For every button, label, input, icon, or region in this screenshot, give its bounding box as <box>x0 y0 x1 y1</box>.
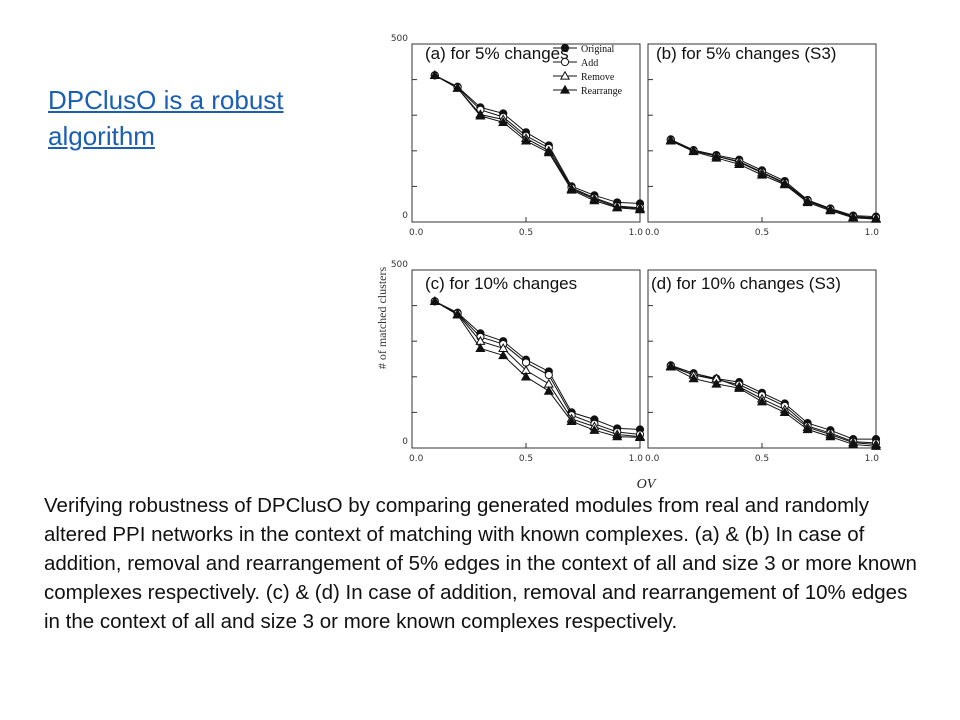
data-point-rearrange <box>566 416 577 425</box>
series-line-original <box>670 364 876 440</box>
x-tick-label: 0.0 <box>409 454 424 464</box>
series-line-add <box>670 365 877 444</box>
figure-caption: Verifying robustness of DPClusO by compa… <box>44 494 917 633</box>
legend-label: Original <box>581 44 615 55</box>
x-tick-label: 0.5 <box>755 454 769 464</box>
series-line-original <box>434 74 641 204</box>
series-line-add <box>434 300 641 435</box>
slide-title-link[interactable]: DPClusO is a robust algorithm <box>48 85 284 151</box>
legend-marker <box>559 70 571 80</box>
data-point-rearrange <box>665 361 676 371</box>
legend-marker <box>560 43 570 53</box>
y-axis-label: # of matched clusters <box>375 267 389 370</box>
data-point-rearrange <box>498 117 509 126</box>
x-tick-label: 0.0 <box>645 228 660 238</box>
data-point-rearrange <box>825 431 836 441</box>
data-point-rearrange <box>429 296 440 305</box>
data-point-rearrange <box>566 184 577 194</box>
data-point-rearrange <box>688 146 699 156</box>
data-point-rearrange <box>802 197 813 207</box>
x-tick-label: 0.5 <box>755 228 769 238</box>
x-tick-label: 1.0 <box>865 228 880 238</box>
x-tick-label: 0.0 <box>645 454 660 464</box>
panel-title: (d) for 10% changes (S3) <box>651 274 841 293</box>
series-line-original <box>434 300 641 430</box>
y-tick-label: 0 <box>402 437 408 447</box>
chart-panel-a: 0.0 0.5 1.0 0 500 (a) for 5% changes <box>391 34 646 238</box>
legend-label: Rearrange <box>581 86 623 97</box>
series-line-rearrange <box>434 300 641 438</box>
series-line-add <box>434 74 641 209</box>
chart-panel-b: 0.0 0.5 1.0 (b) for 5% changes (S3) <box>645 43 882 238</box>
data-point-rearrange <box>870 441 882 450</box>
data-point-rearrange <box>634 432 646 441</box>
data-point-rearrange <box>429 70 440 79</box>
data-point-rearrange <box>711 378 722 388</box>
data-point-add <box>544 370 553 380</box>
panel-title: (c) for 10% changes <box>425 274 577 293</box>
y-tick-label: 0 <box>402 211 408 221</box>
x-tick-label: 1.0 <box>865 454 880 464</box>
series-line-rearrange <box>670 366 877 447</box>
legend: Original Add Remove Rearrange <box>553 43 623 97</box>
y-tick-label: 500 <box>391 34 408 44</box>
x-tick-label: 0.5 <box>519 228 533 238</box>
data-point-rearrange <box>589 195 600 205</box>
data-point-rearrange <box>543 385 554 395</box>
data-point-rearrange <box>520 371 532 381</box>
data-point-rearrange <box>589 424 600 434</box>
data-point-rearrange <box>688 373 699 383</box>
plot-frame <box>647 269 877 449</box>
data-point-rearrange <box>734 382 745 392</box>
series-line-remove <box>670 365 877 445</box>
panel-title: (a) for 5% changes <box>425 44 569 63</box>
data-point-rearrange <box>498 350 509 360</box>
data-point-rearrange <box>634 204 646 214</box>
data-point-rearrange <box>779 179 790 189</box>
legend-marker <box>559 84 571 94</box>
plot-frame <box>647 43 877 223</box>
legend-label: Add <box>581 58 598 69</box>
data-point-rearrange <box>475 343 486 352</box>
panel-title: (b) for 5% changes (S3) <box>656 44 836 63</box>
series-line-rearrange <box>670 140 877 220</box>
series-line-remove <box>670 139 877 219</box>
x-axis-label: OV <box>637 477 657 492</box>
series-line-remove <box>434 300 641 438</box>
data-point-rearrange <box>612 202 623 212</box>
data-point-rearrange <box>848 212 859 222</box>
series-line-original <box>670 138 877 218</box>
legend-label: Remove <box>581 72 615 83</box>
data-point-rearrange <box>756 169 768 179</box>
data-point-rearrange <box>452 309 463 319</box>
data-point-rearrange <box>802 424 813 434</box>
data-point-rearrange <box>520 135 532 145</box>
data-point-rearrange <box>779 407 790 417</box>
data-point-rearrange <box>452 82 463 92</box>
data-point-rearrange <box>711 152 722 162</box>
x-tick-label: 0.5 <box>519 454 533 464</box>
y-tick-label: 500 <box>391 260 408 270</box>
data-point-rearrange <box>665 135 676 145</box>
data-point-rearrange <box>612 431 623 441</box>
legend-marker <box>560 57 570 67</box>
series-line-rearrange <box>434 74 641 211</box>
data-point-rearrange <box>870 213 882 223</box>
x-tick-label: 1.0 <box>629 454 644 464</box>
data-point-rearrange <box>848 439 859 449</box>
data-point-rearrange <box>475 110 486 120</box>
data-point-rearrange <box>543 147 554 157</box>
chart-panel-d: 0.0 0.5 1.0 (d) for 10% changes (S3) <box>645 269 882 464</box>
data-point-add <box>521 358 531 367</box>
data-point-rearrange <box>756 396 768 406</box>
x-tick-label: 1.0 <box>629 228 644 238</box>
x-tick-label: 0.0 <box>409 228 424 238</box>
chart-panel-c: 0.0 0.5 1.0 0 500 (c) for 10% changes <box>391 260 646 464</box>
data-point-rearrange <box>825 205 836 215</box>
data-point-rearrange <box>734 159 745 168</box>
